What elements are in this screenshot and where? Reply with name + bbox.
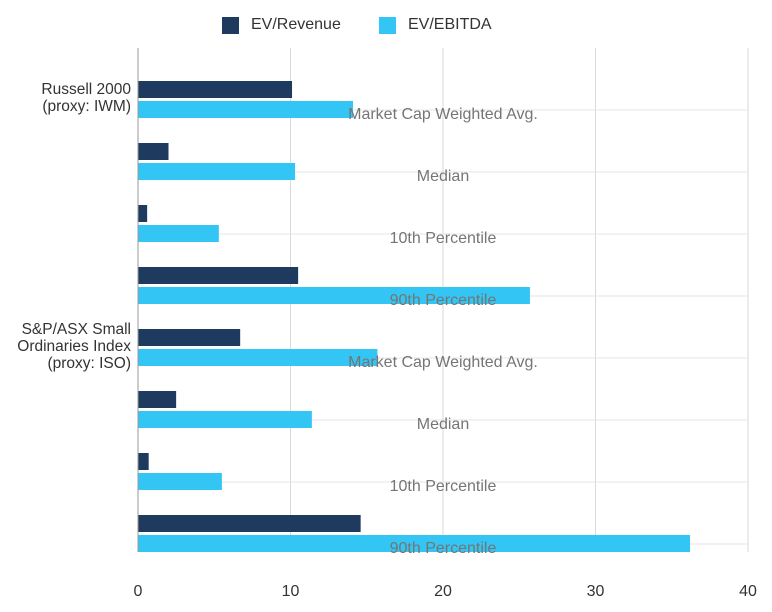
bar-ev-revenue-5[interactable] (138, 391, 177, 408)
category-label: Median (417, 416, 469, 433)
legend-swatch-ev-revenue (222, 16, 239, 34)
bar-ev-ebitda-5[interactable] (138, 411, 312, 428)
bar-ev-revenue-4[interactable] (138, 329, 241, 346)
category-label: 10th Percentile (390, 478, 497, 495)
bar-ev-ebitda-3[interactable] (138, 287, 530, 304)
legend-item-ev-ebitda[interactable]: EV/EBITDA (379, 16, 492, 34)
category-label: Market Cap Weighted Avg. (348, 354, 538, 371)
x-tick-label: 10 (282, 583, 300, 600)
bar-ev-ebitda-7[interactable] (138, 535, 691, 552)
x-tick-label: 20 (434, 583, 452, 600)
bar-ev-ebitda-2[interactable] (138, 225, 219, 242)
category-label: 90th Percentile (390, 540, 497, 557)
category-label: 90th Percentile (390, 292, 497, 309)
bar-ev-revenue-2[interactable] (138, 205, 148, 222)
legend-label-ev-revenue: EV/Revenue (251, 16, 341, 33)
bar-ev-ebitda-1[interactable] (138, 163, 296, 180)
bar-ev-revenue-3[interactable] (138, 267, 299, 284)
category-label: 10th Percentile (390, 230, 497, 247)
bar-ev-ebitda-4[interactable] (138, 349, 378, 366)
bar-ev-ebitda-0[interactable] (138, 101, 354, 118)
bar-ev-revenue-6[interactable] (138, 453, 149, 470)
x-tick-label: 40 (739, 583, 757, 600)
legend: EV/Revenue EV/EBITDA (0, 16, 772, 40)
bar-ev-revenue-1[interactable] (138, 143, 169, 160)
x-tick-label: 30 (587, 583, 605, 600)
legend-label-ev-ebitda: EV/EBITDA (408, 16, 492, 33)
category-label: Median (417, 168, 469, 185)
legend-swatch-ev-ebitda (379, 16, 396, 34)
bar-ev-ebitda-6[interactable] (138, 473, 222, 490)
bar-ev-revenue-7[interactable] (138, 515, 361, 532)
x-tick-label: 0 (134, 583, 143, 600)
group-label-sp-asx-small-ordinaries: S&P/ASX Small Ordinaries Index (proxy: I… (17, 321, 131, 372)
bar-ev-revenue-0[interactable] (138, 81, 293, 98)
legend-item-ev-revenue[interactable]: EV/Revenue (222, 16, 341, 34)
group-label-russell-2000: Russell 2000 (proxy: IWM) (41, 81, 131, 115)
category-label: Market Cap Weighted Avg. (348, 106, 538, 123)
